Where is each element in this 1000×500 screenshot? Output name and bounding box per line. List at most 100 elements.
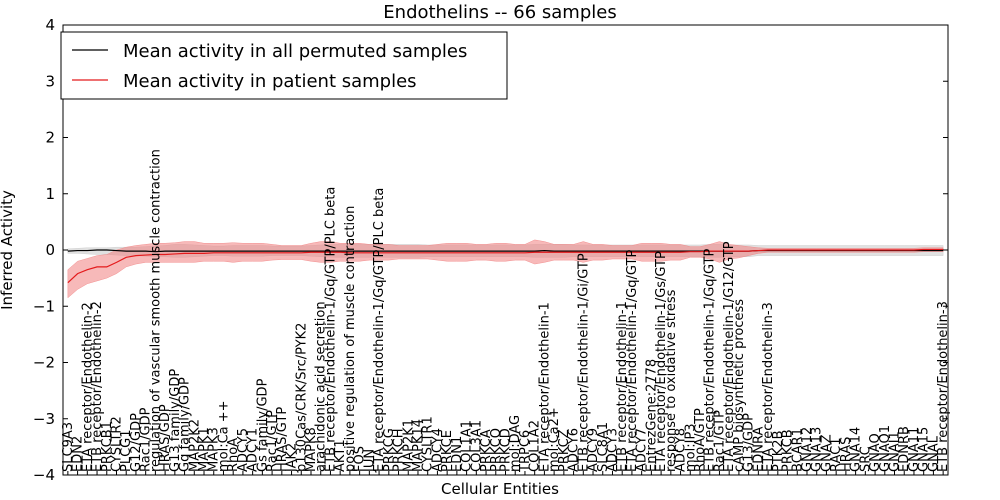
x-tick-label: GNA12 (800, 427, 815, 472)
x-tick-label: COL1A1 (460, 420, 475, 472)
y-tick-label: 1 (45, 185, 55, 203)
x-tick-label: SLC9A3 (61, 422, 76, 472)
y-tick-label: 3 (45, 72, 55, 90)
x-tick-label: ETA receptor/Endothelin-1 (537, 302, 552, 472)
x-axis-label: Cellular Entities (441, 480, 559, 498)
y-tick-label: 0 (45, 241, 55, 259)
x-tick-label: HRAS (839, 437, 854, 472)
x-tick-label: EDN1 (450, 436, 465, 472)
x-tick-label: Rac1/GTP (265, 410, 280, 472)
y-tick-label: −4 (33, 466, 55, 484)
y-axis: −4 −3 −2 −1 0 1 2 3 4 (33, 16, 948, 484)
x-tick-label: MAPK8 (304, 427, 319, 472)
x-tick-label: TRPC6 (518, 430, 533, 473)
x-tick-label: response to oxidative stress (664, 289, 679, 472)
x-tick-label: ETA receptor/Endothelin-3 (761, 302, 776, 472)
x-tick-label: PRKCA (479, 429, 494, 472)
x-tick-label: PRKCG (382, 428, 397, 472)
x-tick-label: mol:IP3 (683, 423, 698, 472)
x-tick-label: PRKCB1 (100, 421, 115, 472)
x-tick-label: ADCY1 (246, 428, 261, 472)
x-tick-label: ETB receptor/Endothelin-3 (936, 301, 951, 472)
x-tick-label: ADCY3 (605, 428, 620, 472)
x-tick-label: EDNRA (751, 427, 766, 472)
x-tick-label: EntrezGene:2778 (644, 359, 659, 472)
chart-title: Endothelins -- 66 samples (383, 2, 616, 23)
x-tick-label: ETB receptor/Endothelin-1/Gq/GTP/PLC bet… (323, 187, 338, 472)
x-tick-label: mol:Ca2+ (547, 407, 562, 472)
x-tick-label: RhoA/GTP (693, 408, 708, 472)
legend-label-patient: Mean activity in patient samples (123, 71, 417, 92)
x-tick-label: ETB receptor/Endothelin-1 (615, 301, 630, 472)
x-tick-label: COL3A1 (469, 420, 484, 472)
x-tick-label: positive regulation of muscle contractio… (343, 206, 358, 472)
y-axis-label: Inferred Activity (0, 190, 16, 310)
x-tick-label: SRC (858, 446, 873, 472)
x-tick-label: PRKCE (440, 430, 455, 472)
x-tick-label: GNAL (926, 435, 941, 472)
y-tick-label: −2 (33, 354, 55, 372)
x-tick-label: AKT1 (333, 439, 348, 472)
legend: Mean activity in all permuted samples Me… (60, 31, 508, 100)
x-tick-label: ADCY9 (586, 428, 601, 472)
x-tick-label: JUN (362, 449, 377, 473)
x-tick-label: ETB receptor/Endothelin-1/Gq/GTP (703, 249, 718, 472)
x-tick-label: ADCY4 (430, 428, 445, 472)
x-tick-label: RhoA (226, 438, 241, 472)
x-tick-label: ADCY8 (674, 428, 689, 472)
x-tick-label: EDN2 (71, 436, 86, 472)
x-tick-label: GNA13 (810, 427, 825, 472)
x-tick-label: arachidonic acid secretion (314, 301, 329, 472)
x-tick-label: MAP2K1 (401, 419, 416, 472)
y-tick-label: 2 (45, 129, 55, 147)
x-tick-label: Rac1/GTP (712, 410, 727, 472)
x-tick-label: mol:Ca ++ (216, 400, 231, 472)
x-tick-label: CYSLTR2 (109, 416, 124, 472)
x-tick-label: GNAZ (819, 434, 834, 472)
x-tick-label: HRAS/GDP (158, 404, 173, 472)
x-tick-label: MAPK3 (207, 427, 222, 472)
x-tick-label: RAC1 (829, 437, 844, 472)
legend-label-permuted: Mean activity in all permuted samples (123, 41, 467, 62)
x-tick-label: GNA11 (907, 427, 922, 472)
x-tick-label: ADCY5 (236, 428, 251, 472)
y-tick-label: −1 (33, 297, 55, 315)
x-tick-label: FOS (353, 446, 368, 472)
y-tick-label: 4 (45, 16, 55, 34)
x-tick-label: PRKCQ (489, 428, 504, 472)
y-tick-label: −3 (33, 410, 55, 428)
x-tick-label: G12/GDP (129, 413, 144, 472)
x-tick-label: CYSLTR1 (421, 416, 436, 472)
x-tick-label: GNAI1 (888, 431, 903, 472)
x-tick-label: ETA receptor/Endothelin-1/G12/GTP (722, 241, 737, 472)
patient-band (67, 239, 944, 299)
x-tick-label: ETA receptor/Endothelin-2 (80, 302, 95, 472)
x-tick-label: regulation of vascular smooth muscle con… (148, 149, 163, 472)
x-tick-label: PRKCB (781, 429, 796, 472)
x-tick-label: EDNRB (897, 426, 912, 472)
x-tick-label: PRKCD (499, 428, 514, 472)
x-tick-label: GNA15 (917, 427, 932, 472)
x-tick-label: PRKCH (392, 428, 407, 472)
x-tick-label: JAK2 (285, 443, 300, 473)
x-tick-label: Gq family/GDP (178, 377, 193, 472)
x-tick-label: Gs family/GDP (255, 378, 270, 472)
x-tick-label: GNAO1 (878, 425, 893, 472)
x-tick-label: MAP2K2 (187, 419, 202, 472)
x-tick-label: cAMP biosynthetic process (732, 299, 747, 472)
x-tick-label: ETB receptor/Endothelin-2 (90, 301, 105, 472)
x-tick-label: G13 family/GDP (168, 369, 183, 472)
x-tick-label: PTK2B (771, 431, 786, 473)
x-tick-label: COL1A2 (528, 420, 543, 472)
x-tick-label: ETA receptor/Endothelin-1/Gq/GTP (625, 250, 640, 472)
x-tick-label: BCAR1 (790, 428, 805, 472)
x-tick-label: ADCY6 (567, 428, 582, 472)
x-tick-label: HRAS/GTP (275, 407, 290, 472)
x-tick-label: Rac1/GDP (139, 407, 154, 472)
x-tick-label: MAPK14 (411, 419, 426, 472)
x-tick-label: mol:DAG (508, 415, 523, 472)
x-tick-label: ETB receptor/Endothelin-1/Gi/GTP (576, 253, 591, 472)
x-tick-label: ETA receptor/Endothelin-1/Gq/GTP/PLC bet… (372, 188, 387, 472)
legend-box (60, 31, 508, 100)
